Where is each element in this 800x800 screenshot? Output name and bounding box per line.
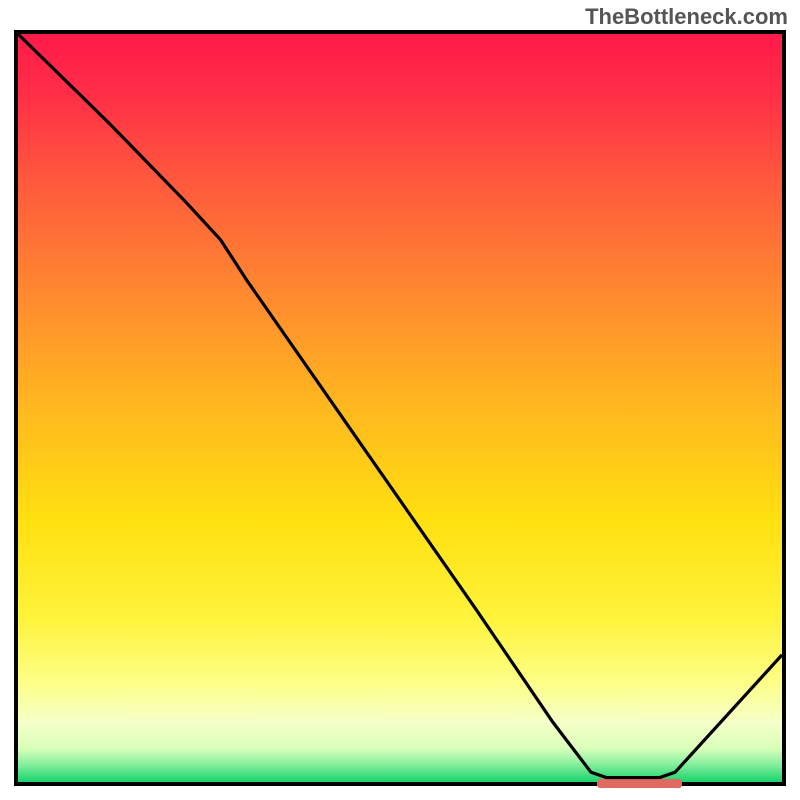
plot-area (14, 30, 786, 786)
curve-polyline (18, 34, 782, 778)
curve-line (18, 34, 782, 782)
chart-container: TheBottleneck.com (0, 0, 800, 800)
watermark-text: TheBottleneck.com (585, 4, 788, 30)
